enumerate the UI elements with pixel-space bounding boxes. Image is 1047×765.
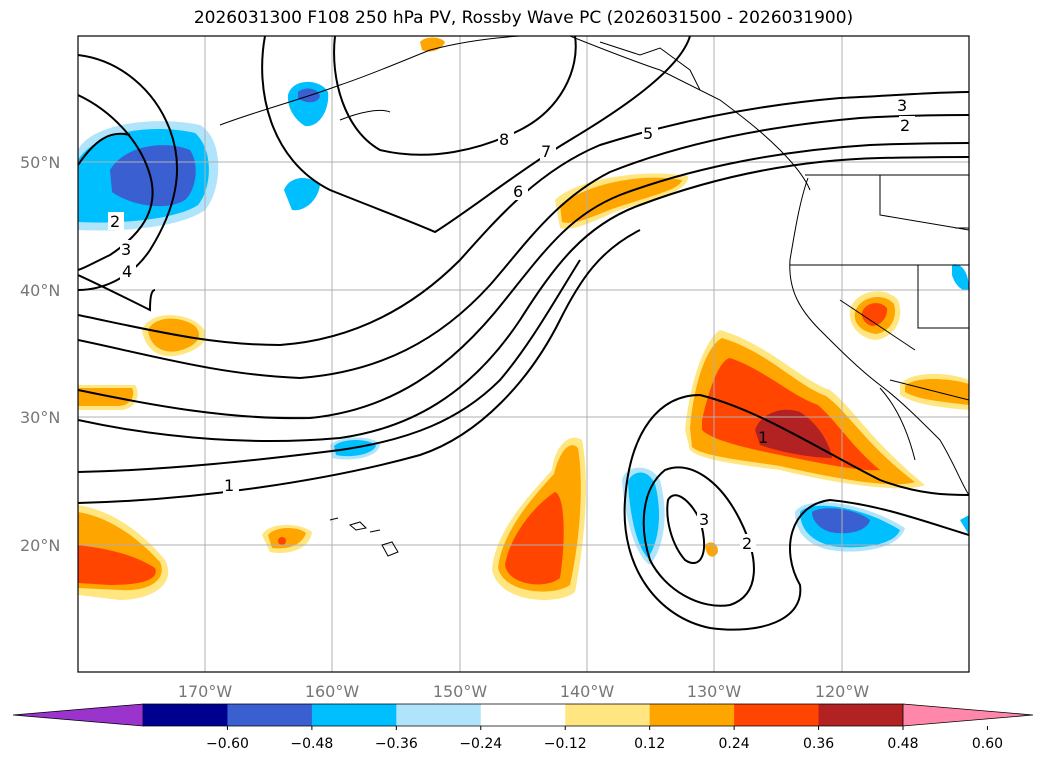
colorbar-tick-label: −0.24 [459,736,502,752]
coastlines [219,36,969,557]
lat-label-40: 40°N [20,281,60,300]
contour-label-3b: 3 [897,96,907,115]
contour-south-2 [78,259,581,473]
negative-anomaly-aleutian [287,81,329,127]
colorbar-tick-label: −0.48 [290,736,333,752]
contour-label-3c: 3 [699,510,709,529]
contour-1-upper [78,274,156,312]
lon-label-140w: 140°W [560,682,615,701]
colorbar-extend-high [902,703,1034,727]
colorbar-segment [818,704,904,726]
contour-3 [78,142,969,420]
colorbar-tick-label: −0.60 [206,736,249,752]
contour-2 [78,156,969,442]
colorbar-segment [311,704,397,726]
lon-label-120w: 120°W [815,682,870,701]
lon-label-150w: 150°W [433,682,488,701]
contour-label-6: 6 [513,182,523,201]
colorbar-segment [396,704,482,726]
colorbar-tick-label: 0.48 [887,736,918,752]
map-plot-area: 1 2 3 4 5 6 7 8 1 2 3 2 3 [78,36,969,672]
contour-hook-1 [78,54,179,291]
contour-swirl-outer [623,393,969,631]
colorbar: −0.60 −0.48 −0.36 −0.24 −0.12 0.12 0.24 0.36 0.4… [12,703,1034,752]
colorbar-outline [143,703,903,727]
contour-label-5: 5 [643,124,653,143]
contour-label-8: 8 [499,130,509,149]
contour-hook-2 [78,94,154,271]
colorbar-segment [734,704,820,726]
colorbar-segment [649,704,735,726]
contour-label-1: 1 [224,476,234,495]
lat-axis: 50°N 40°N 30°N 20°N [20,153,60,555]
contour-6 [78,114,969,380]
lat-label-50: 50°N [20,153,60,172]
colorbar-extend-low [12,703,144,727]
lon-axis: 170°W 160°W 150°W 140°W 130°W 120°W [178,682,870,701]
colorbar-tick-label: 0.12 [634,736,665,752]
pv-shading [78,37,969,600]
lat-label-20: 20°N [20,536,60,555]
colorbar-segment [143,704,228,726]
colorbar-tick-label: 0.36 [803,736,834,752]
contour-label-2: 2 [110,212,120,231]
contour-label-2c: 2 [742,534,752,553]
contour-swirl-inner [642,466,755,607]
colorbar-tick-label: −0.36 [375,736,418,752]
contour-label-1b: 1 [758,428,768,447]
lon-label-130w: 130°W [687,682,742,701]
lon-label-170w: 170°W [178,682,233,701]
lon-label-160w: 160°W [305,682,360,701]
contour-labels: 1 2 3 4 5 6 7 8 1 2 3 2 3 [108,96,915,553]
contour-outer-nw [261,36,691,234]
colorbar-tick-label: −0.12 [544,736,587,752]
contour-7 [78,91,969,347]
map-title: 2026031300 F108 250 hPa PV, Rossby Wave … [193,8,854,28]
colorbar-segment [227,704,313,726]
colorbar-segment [565,704,651,726]
colorbar-segment [480,704,566,726]
lat-label-30: 30°N [20,408,60,427]
colorbar-tick-label: 0.60 [972,736,1003,752]
contour-8 [333,36,577,156]
contour-label-4: 4 [122,262,132,281]
colorbar-tick-label: 0.24 [719,736,750,752]
contour-label-2b: 2 [900,116,910,135]
contour-label-3: 3 [121,240,131,259]
plot-border [77,35,970,673]
contour-label-7: 7 [541,142,551,161]
